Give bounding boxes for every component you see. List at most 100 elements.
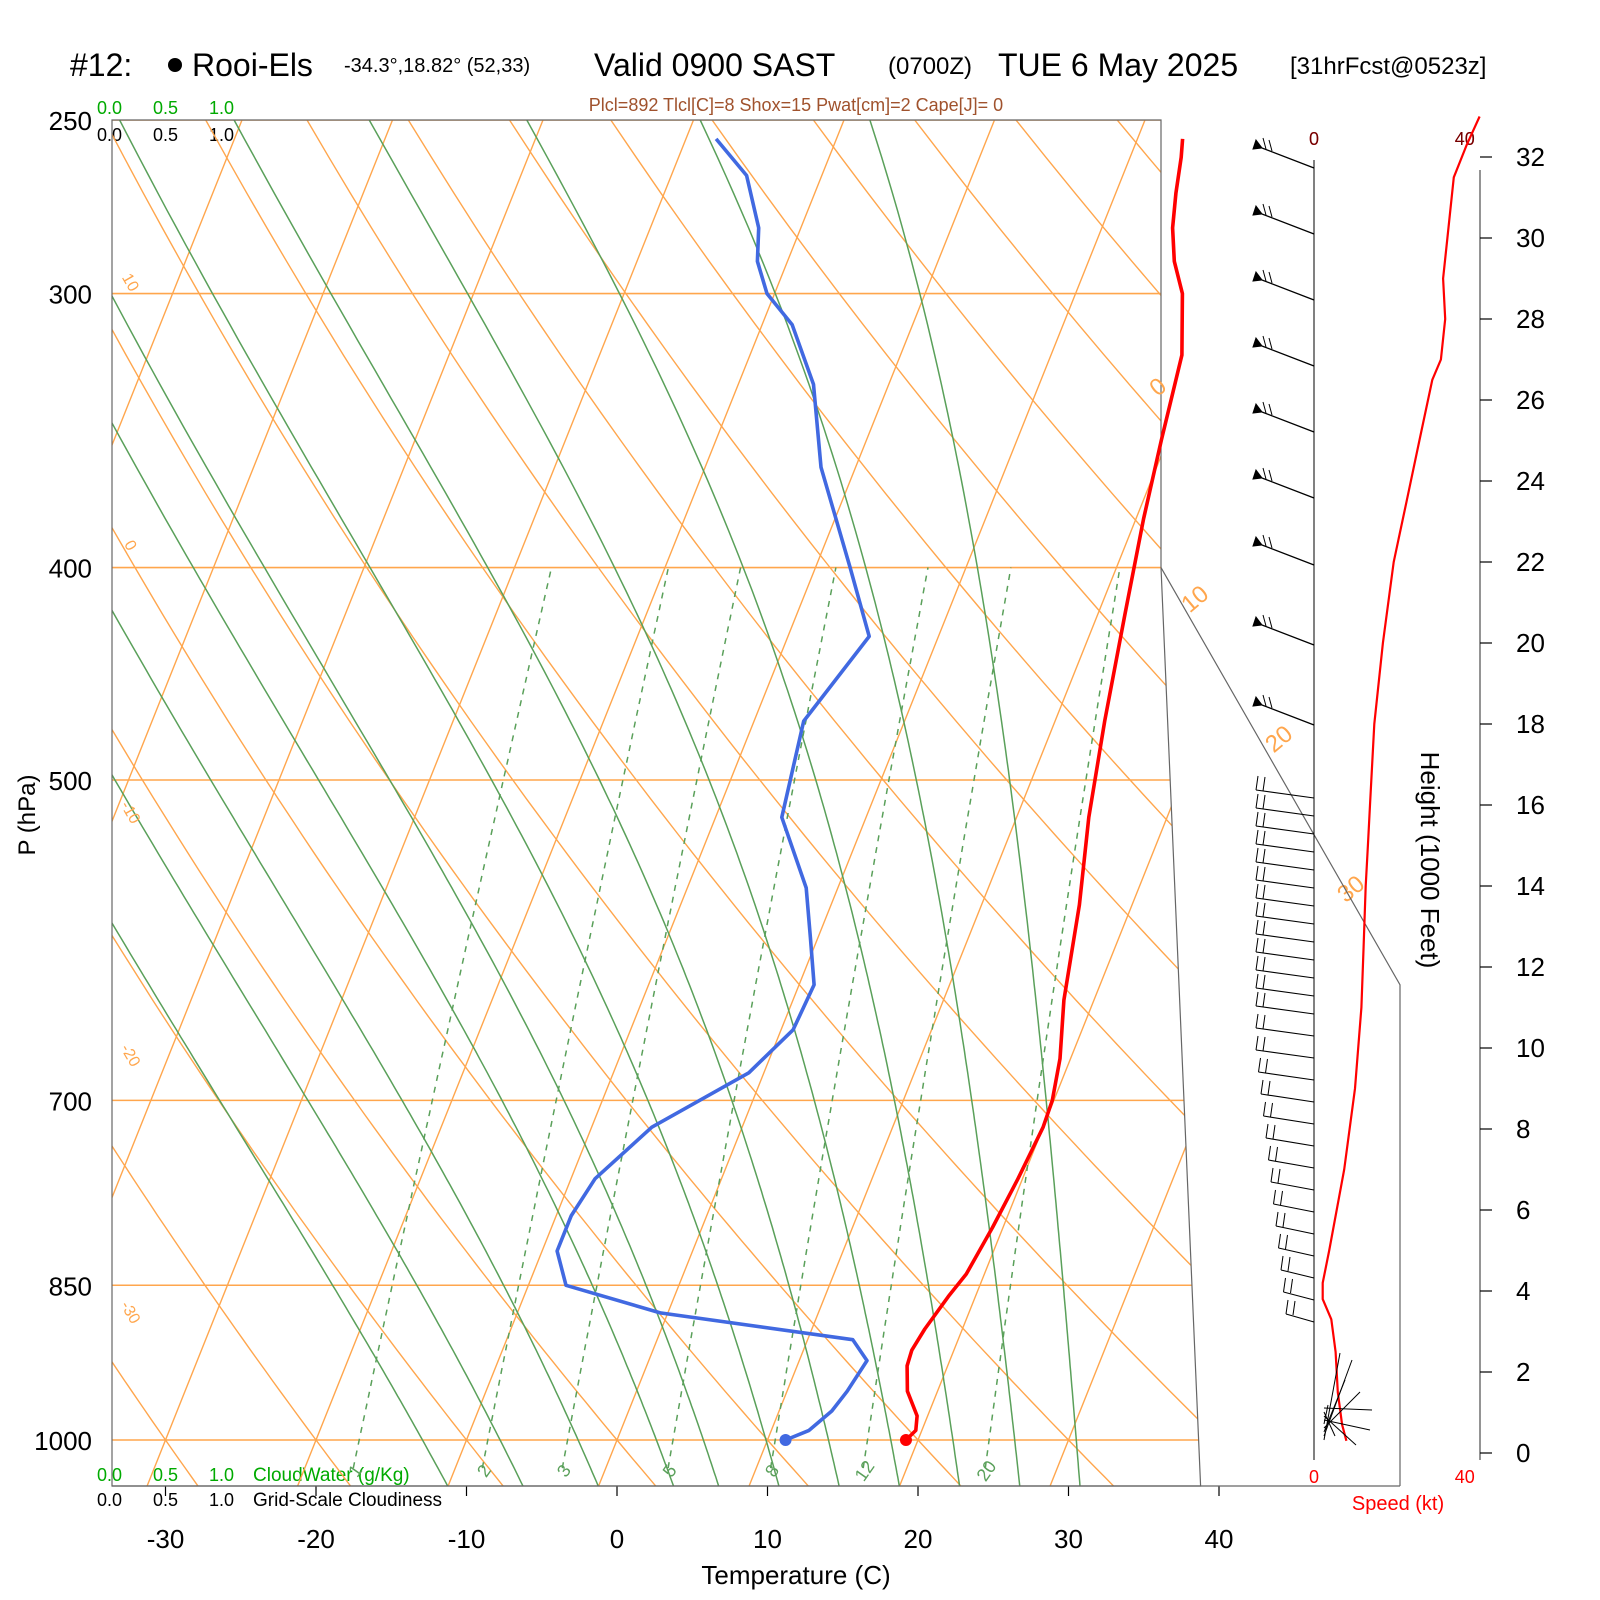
wind-barb-pennant [1252,336,1263,348]
wind-barb-feather [1268,205,1273,218]
dry-adiabat-line [384,120,1201,1486]
cloudiness-tick: 0.5 [153,125,178,145]
wind-barb-feather [1255,1035,1259,1051]
height-tick-label: 14 [1516,871,1545,901]
isotherm-line [1049,120,1201,1486]
wind-barb-feather [1272,1124,1276,1140]
wind-barb-shaft [1255,933,1315,943]
wind-barb-feather [1268,139,1273,152]
isotherm-line [1351,120,1600,1486]
wind-barb [1285,1299,1315,1323]
isotherm-label: -10 [117,798,143,827]
dry-adiabat-line [112,120,505,1486]
sounding-profiles [555,137,1185,1446]
wind-barb-feather [1255,919,1259,935]
wind-barb-surface [1323,1419,1371,1431]
speed-tick-label-bottom: 0 [1309,1467,1319,1487]
mixing-ratio-line [561,567,742,1469]
wind-barb-feather [1292,1300,1296,1316]
height-tick-label: 26 [1516,385,1545,415]
wind-barb-pennant [1252,535,1263,547]
cloudwater-label: CloudWater (g/Kg) [253,1465,410,1486]
height-axis-title: Height (1000 Feet) [1415,752,1445,969]
wind-barb-feather [1262,1036,1266,1052]
wind-barb-feather [1268,536,1273,549]
isotherm-label: -20 [117,1041,143,1070]
moist-adiabat-line [526,120,961,1486]
mixing-ratio-label: 2 [473,1461,495,1481]
wind-barb-feather [1268,403,1273,416]
wind-barb [1275,1211,1315,1235]
temperature-tick-label: 20 [904,1524,933,1554]
temperature-tick-label: 40 [1205,1524,1234,1554]
dry-adiabat-line [112,120,810,1486]
wind-barb-shaft [1261,213,1315,235]
cloudiness-label: Grid-Scale Cloudiness [253,1490,442,1511]
height-tick-label: 22 [1516,547,1545,577]
wind-barb [1268,1145,1315,1169]
zulu-time: (0700Z) [888,53,972,80]
wind-barb-shaft [1255,1005,1315,1015]
moist-adiabat-line [368,120,901,1486]
mixing-ratio-line [769,567,929,1469]
temperature-tick-label: -10 [448,1524,486,1554]
wind-barb-feather [1255,937,1259,953]
wind-barb [1255,919,1315,943]
wind-barb-feather [1268,696,1273,709]
wind-barb [1260,1079,1315,1103]
wind-barb-feather [1262,992,1266,1008]
height-tick-label: 8 [1516,1114,1530,1144]
wind-barb-feather [1262,467,1267,480]
cloudiness-tick: 0.0 [97,1490,122,1510]
mixing-ratio-line [481,567,670,1469]
wind-barb [1255,775,1315,799]
wind-barb-shaft [1261,147,1315,169]
cloudwater-tick: 0.0 [97,98,122,118]
wind-barb [1255,829,1315,853]
dry-adiabat-line [1486,81,1600,1486]
mixing-ratio-line [862,567,1012,1469]
wind-barb [1263,1101,1315,1125]
wind-barb-shaft [1273,1203,1315,1213]
wind-barb [1255,865,1315,889]
moist-adiabat-line [112,120,600,1486]
wind-barb-feather [1268,1145,1271,1161]
speed-profile-line [1321,116,1481,1442]
wind-barb-feather [1255,829,1259,845]
wind-barb-feather [1255,973,1259,989]
mixing-ratio-line [667,567,837,1469]
wind-barb-feather [1267,1080,1271,1096]
isotherm-label: 0 [1144,373,1172,402]
wind-barb-shaft [1255,987,1315,997]
wind-barb-shaft [1285,1313,1315,1323]
height-tick-label: 32 [1516,142,1545,172]
wind-barb [1252,534,1315,566]
wind-barb-shaft [1261,279,1315,301]
wind-barb-feather [1255,811,1259,827]
wind-barb [1255,901,1315,925]
dry-adiabat-line [112,120,962,1486]
wind-barb-shaft [1263,1115,1315,1125]
station-id: #12: [70,47,132,83]
wind-barb [1278,1233,1315,1257]
wind-barb-shaft [1260,1093,1315,1103]
cloudwater-tick: 1.0 [209,98,234,118]
moist-adiabat-line [112,120,524,1486]
wind-barb-pennant [1252,615,1263,627]
pressure-tick-label: 400 [49,554,92,584]
wind-barb [1255,1035,1315,1059]
isotherm-line [447,120,996,1486]
wind-barb [1265,1123,1315,1147]
wind-barb-feather [1262,812,1266,828]
y-axis-title: P (hPa) [14,775,41,856]
isotherm-label: 20 [1260,720,1298,758]
moist-adiabat-line [118,120,780,1486]
wind-barb-surface [1323,1415,1357,1446]
isotherm-line [296,120,845,1486]
cloudiness-tick: 0.5 [153,1490,178,1510]
speed-axis-title: Speed (kt) [1352,1493,1444,1515]
isotherm-line [898,120,1201,1486]
wind-barb-feather [1268,469,1273,482]
wind-barb [1252,694,1315,726]
